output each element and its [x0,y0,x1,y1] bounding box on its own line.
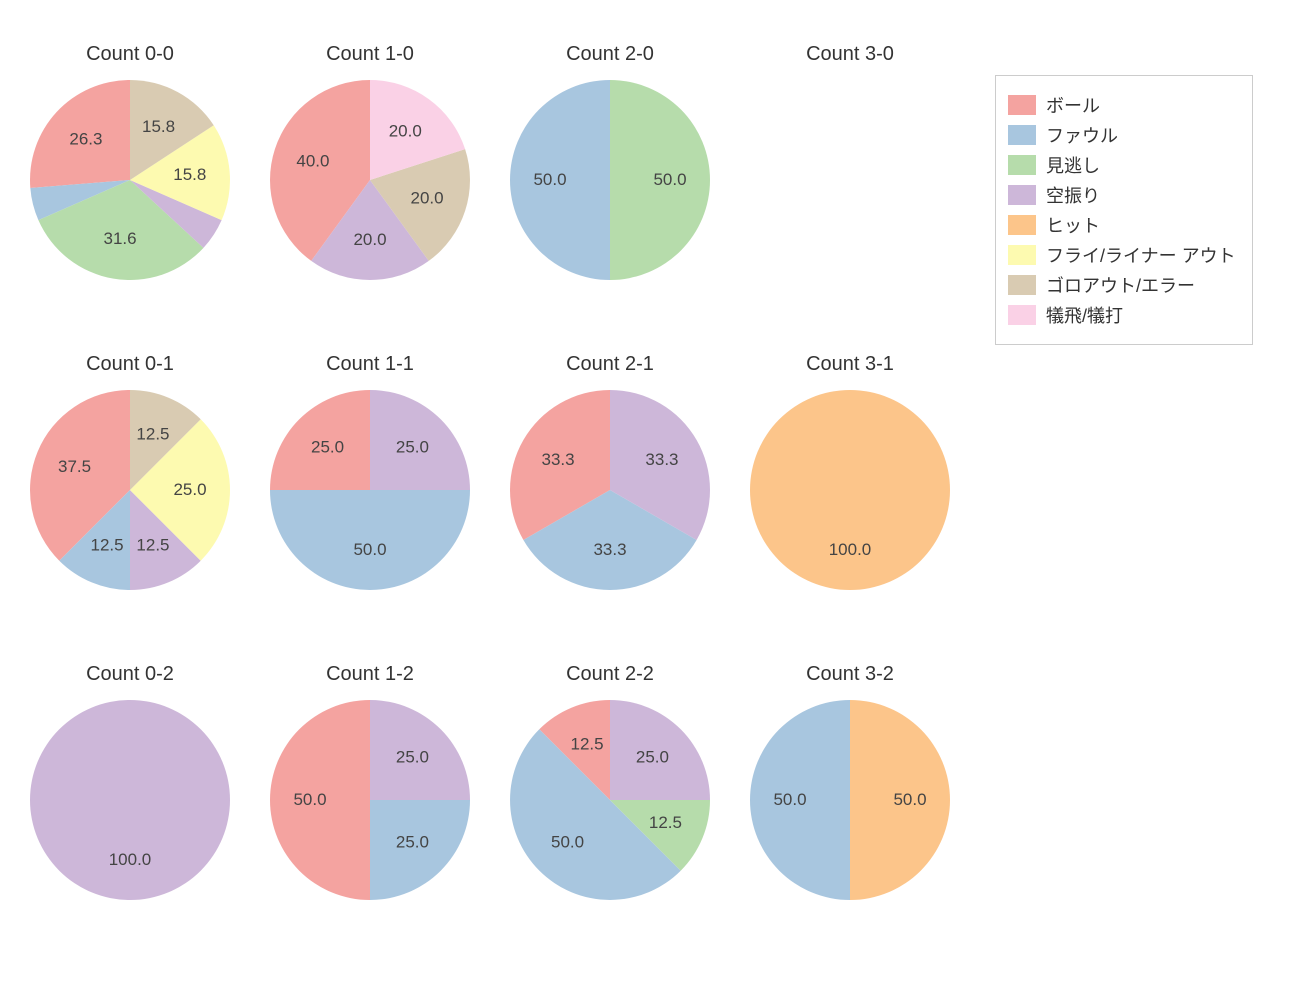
pie-title: Count 2-2 [566,663,654,685]
slice-label-hit: 50.0 [893,790,926,809]
slice-label-swing: 25.0 [636,748,669,767]
legend-item-swing: 空振り [1008,182,1236,208]
slice-label-foul: 50.0 [773,790,806,809]
slice-label-flyout: 25.0 [173,480,206,499]
legend-item-foul: ファウル [1008,122,1236,148]
legend-item-flyout: フライ/ライナー アウト [1008,242,1236,268]
slice-label-swing: 100.0 [109,850,152,869]
slice-label-foul: 25.0 [396,832,429,851]
slice-label-called: 50.0 [653,170,686,189]
slice-label-foul: 50.0 [533,170,566,189]
slice-label-swing: 25.0 [396,438,429,457]
pie-title: Count 1-2 [326,663,414,685]
pie-c20: Count 2-0 50.0 50.0 [510,43,710,280]
legend-swatch [1008,275,1036,295]
slice-label-sac: 20.0 [389,121,422,140]
pie-c12: Count 1-2 50.0 25.0 25.0 [270,663,470,900]
legend-swatch [1008,215,1036,235]
slice-label-swing: 33.3 [645,450,678,469]
legend-item-sac: 犠飛/犠打 [1008,302,1236,328]
legend-label: ゴロアウト/エラー [1046,272,1195,298]
slice-label-called: 31.6 [104,229,137,248]
figure-stage: Count 0-0 26.3 31.6 15.8 15.8 Count 1-0 40.0 20… [0,0,1300,1000]
legend-swatch [1008,185,1036,205]
slice-label-ball: 33.3 [541,450,574,469]
pie-title: Count 0-1 [86,353,174,375]
legend-swatch [1008,125,1036,145]
legend-swatch [1008,95,1036,115]
slice-label-foul: 50.0 [353,540,386,559]
legend-item-hit: ヒット [1008,212,1236,238]
legend: ボールファウル見逃し空振りヒットフライ/ライナー アウトゴロアウト/エラー犠飛/… [995,75,1253,345]
legend-label: ファウル [1046,122,1118,148]
pie-c00: Count 0-0 26.3 31.6 15.8 15.8 [30,43,230,280]
pie-title: Count 3-1 [806,353,894,375]
pie-c21: Count 2-1 33.3 33.3 33.3 [510,353,710,590]
pie-c30: Count 3-0 [806,43,894,65]
pie-c02: Count 0-2 100.0 [30,663,230,900]
slice-label-ball: 26.3 [69,129,102,148]
slice-hit [750,390,950,590]
slice-label-ball: 50.0 [293,790,326,809]
legend-swatch [1008,155,1036,175]
slice-label-foul: 12.5 [90,535,123,554]
slice-label-groundout: 20.0 [411,189,444,208]
legend-swatch [1008,305,1036,325]
slice-label-called: 12.5 [649,813,682,832]
slice-label-groundout: 12.5 [136,425,169,444]
slice-label-ball: 12.5 [570,735,603,754]
slice-label-swing: 12.5 [136,535,169,554]
slice-label-groundout: 15.8 [142,117,175,136]
pie-title: Count 2-1 [566,353,654,375]
pie-title: Count 1-1 [326,353,414,375]
slice-swing [30,700,230,900]
slice-label-foul: 33.3 [593,540,626,559]
slice-label-hit: 100.0 [829,540,872,559]
pie-c32: Count 3-2 50.0 50.0 [750,663,950,900]
slice-label-swing: 25.0 [396,748,429,767]
slice-label-ball: 37.5 [58,457,91,476]
legend-item-called: 見逃し [1008,152,1236,178]
legend-label: 見逃し [1046,152,1100,178]
pie-title: Count 1-0 [326,43,414,65]
pie-c11: Count 1-1 25.0 50.0 25.0 [270,353,470,590]
pie-c10: Count 1-0 40.0 20.0 20.0 20.0 [270,43,470,280]
legend-label: 犠飛/犠打 [1046,302,1123,328]
legend-swatch [1008,245,1036,265]
pie-c31: Count 3-1 100.0 [750,353,950,590]
pie-c22: Count 2-2 12.5 50.0 12.5 25.0 [510,663,710,900]
legend-label: ボール [1046,92,1100,118]
slice-label-foul: 50.0 [551,832,584,851]
legend-label: 空振り [1046,182,1100,208]
pie-title: Count 0-0 [86,43,174,65]
pie-title: Count 3-0 [806,43,894,65]
pie-title: Count 0-2 [86,663,174,685]
slice-label-swing: 20.0 [353,230,386,249]
legend-item-ball: ボール [1008,92,1236,118]
pie-c01: Count 0-1 37.5 12.5 12.5 25.0 12.5 [30,353,230,590]
slice-label-ball: 25.0 [311,438,344,457]
pie-title: Count 2-0 [566,43,654,65]
slice-label-flyout: 15.8 [173,165,206,184]
legend-label: ヒット [1046,212,1100,238]
legend-item-groundout: ゴロアウト/エラー [1008,272,1236,298]
legend-label: フライ/ライナー アウト [1046,242,1236,268]
pie-title: Count 3-2 [806,663,894,685]
slice-label-ball: 40.0 [296,151,329,170]
